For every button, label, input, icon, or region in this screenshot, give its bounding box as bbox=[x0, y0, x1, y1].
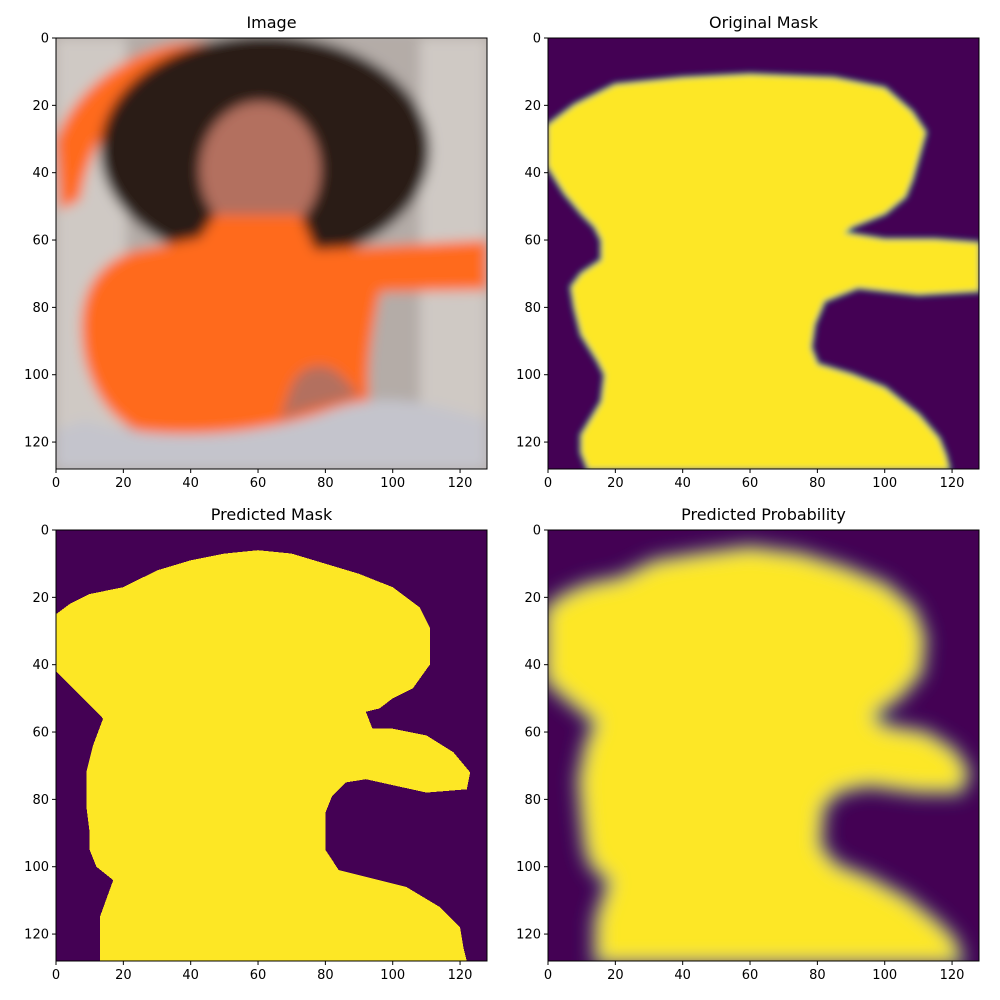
mask-plot bbox=[56, 530, 487, 961]
y-tick-label: 0 bbox=[41, 524, 49, 539]
panel-image: Image bbox=[55, 13, 488, 470]
y-tick-label: 40 bbox=[524, 658, 541, 673]
x-tick-label: 60 bbox=[250, 968, 267, 983]
y-tick-label: 0 bbox=[533, 524, 541, 539]
x-tick-label: 80 bbox=[317, 476, 334, 491]
y-tick-label: 120 bbox=[24, 436, 49, 451]
x-tick-label: 100 bbox=[380, 968, 405, 983]
x-tick-label: 0 bbox=[544, 476, 552, 491]
x-tick-label: 80 bbox=[317, 968, 334, 983]
y-tick-label: 20 bbox=[524, 99, 541, 114]
axes-frame bbox=[55, 529, 488, 962]
y-tick-label: 80 bbox=[32, 301, 49, 316]
y-tick-label: 40 bbox=[32, 658, 49, 673]
x-tick-label: 80 bbox=[809, 968, 826, 983]
axes-frame bbox=[55, 37, 488, 470]
panel-title: Predicted Probability bbox=[681, 505, 846, 524]
x-tick-label: 0 bbox=[544, 968, 552, 983]
x-tick-label: 120 bbox=[448, 476, 473, 491]
x-tick-label: 20 bbox=[607, 476, 624, 491]
y-tick-label: 100 bbox=[516, 368, 541, 383]
x-tick-label: 40 bbox=[182, 476, 199, 491]
x-tick-label: 0 bbox=[52, 476, 60, 491]
photo-raised-arm bbox=[56, 41, 345, 210]
axes-frame bbox=[547, 529, 980, 962]
x-tick-label: 100 bbox=[872, 476, 897, 491]
y-tick-label: 20 bbox=[32, 99, 49, 114]
x-tick-label: 40 bbox=[674, 476, 691, 491]
photo-face bbox=[200, 102, 320, 238]
y-tick-label: 0 bbox=[533, 32, 541, 47]
y-tick-label: 120 bbox=[516, 436, 541, 451]
y-tick-label: 40 bbox=[32, 166, 49, 181]
y-tick-label: 100 bbox=[24, 368, 49, 383]
probability-foreground bbox=[548, 550, 966, 961]
panel-title: Predicted Mask bbox=[211, 505, 333, 524]
axis-ticks: 0 20 40 60 80 100 120 0 20 40 60 80 100 120 0 20 40 60 80 1… bbox=[24, 32, 964, 984]
photo-plot bbox=[56, 38, 487, 469]
y-tick-label: 20 bbox=[524, 591, 541, 606]
y-tick-label: 20 bbox=[32, 591, 49, 606]
photo-shirt bbox=[81, 215, 487, 440]
mask-plot bbox=[548, 38, 979, 469]
x-tick-label: 100 bbox=[872, 968, 897, 983]
x-tick-label: 60 bbox=[250, 476, 267, 491]
x-tick-label: 20 bbox=[115, 476, 132, 491]
photo-pants bbox=[56, 399, 487, 469]
x-tick-label: 100 bbox=[380, 476, 405, 491]
x-tick-label: 20 bbox=[115, 968, 132, 983]
y-tick-label: 60 bbox=[524, 234, 541, 249]
x-tick-label: 60 bbox=[742, 968, 759, 983]
y-tick-label: 0 bbox=[41, 32, 49, 47]
x-tick-label: 40 bbox=[674, 968, 691, 983]
y-tick-label: 40 bbox=[524, 166, 541, 181]
axes-frame bbox=[547, 37, 980, 470]
y-tick-label: 60 bbox=[32, 726, 49, 741]
mask-foreground bbox=[548, 75, 979, 469]
y-tick-label: 60 bbox=[32, 234, 49, 249]
y-tick-label: 120 bbox=[516, 928, 541, 943]
y-tick-label: 80 bbox=[524, 301, 541, 316]
y-tick-label: 100 bbox=[516, 860, 541, 875]
x-tick-label: 0 bbox=[52, 968, 60, 983]
x-tick-label: 120 bbox=[940, 968, 965, 983]
y-tick-label: 120 bbox=[24, 928, 49, 943]
x-tick-label: 40 bbox=[182, 968, 199, 983]
x-tick-label: 120 bbox=[448, 968, 473, 983]
panel-predicted-mask: Predicted Mask bbox=[55, 505, 488, 962]
panel-title: Original Mask bbox=[709, 13, 819, 32]
panel-predicted-probability: Predicted Probability bbox=[547, 505, 980, 962]
photo-waist-skin bbox=[280, 366, 360, 420]
y-tick-label: 100 bbox=[24, 860, 49, 875]
mask-foreground bbox=[56, 550, 471, 961]
x-tick-label: 120 bbox=[940, 476, 965, 491]
y-tick-label: 60 bbox=[524, 726, 541, 741]
y-tick-label: 80 bbox=[32, 793, 49, 808]
panel-title: Image bbox=[246, 13, 296, 32]
x-tick-label: 80 bbox=[809, 476, 826, 491]
x-tick-label: 60 bbox=[742, 476, 759, 491]
probability-plot bbox=[548, 530, 979, 961]
x-tick-label: 20 bbox=[607, 968, 624, 983]
y-tick-label: 80 bbox=[524, 793, 541, 808]
panel-original-mask: Original Mask bbox=[547, 13, 980, 470]
